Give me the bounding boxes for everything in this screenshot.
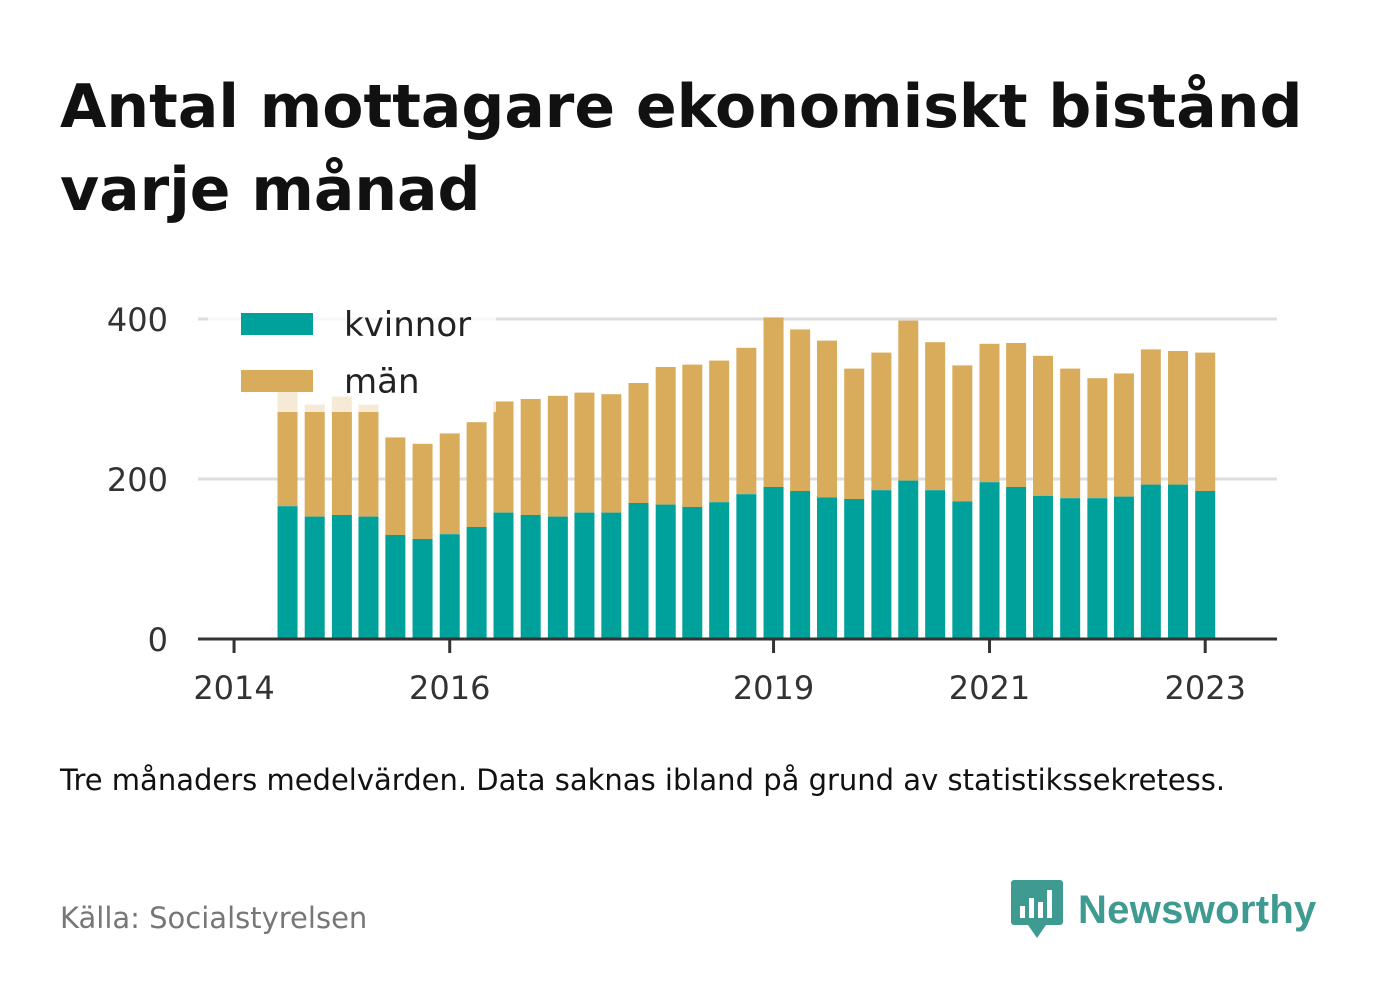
bar-man	[385, 437, 406, 535]
bar-kvinnor	[547, 516, 568, 639]
bar-kvinnor	[709, 502, 730, 639]
bar-kvinnor	[979, 482, 1000, 639]
bar-kvinnor	[331, 515, 352, 639]
bar-man	[547, 395, 568, 517]
bar-man	[682, 364, 703, 507]
bar-man	[817, 340, 838, 498]
bar-man	[952, 365, 973, 502]
bar-man	[304, 404, 325, 517]
bar-kvinnor	[1113, 496, 1134, 639]
bar-kvinnor	[412, 539, 433, 639]
x-tick-label: 2019	[733, 669, 814, 707]
bar-man	[1060, 368, 1081, 499]
bar-man	[1087, 378, 1108, 499]
bar-man	[709, 360, 730, 503]
x-tick-label: 2014	[193, 669, 274, 707]
legend-swatch-kvinnor	[241, 313, 313, 335]
bar-kvinnor	[1060, 498, 1081, 639]
bar-man	[790, 329, 811, 491]
bar-kvinnor	[844, 499, 865, 639]
bar-kvinnor	[520, 515, 541, 639]
bar-man	[1195, 352, 1216, 491]
y-tick-label: 400	[107, 301, 168, 339]
bar-man	[1033, 355, 1053, 496]
bar-kvinnor	[1140, 484, 1161, 639]
bar-kvinnor	[1087, 498, 1108, 639]
bar-kvinnor	[1033, 495, 1053, 639]
bar-man	[655, 367, 676, 505]
bar-man	[439, 433, 460, 535]
bar-kvinnor	[1006, 487, 1027, 639]
bar-kvinnor	[682, 507, 703, 639]
bar-man	[574, 392, 595, 513]
bar-man	[493, 401, 514, 513]
newsworthy-logo: Newsworthy	[1010, 878, 1317, 942]
bar-kvinnor	[628, 503, 649, 639]
bar-man	[844, 368, 865, 499]
bar-kvinnor	[358, 516, 379, 639]
x-tick-label: 2016	[409, 669, 490, 707]
legend: kvinnor män	[208, 300, 496, 412]
bar-kvinnor	[385, 535, 406, 639]
bar-kvinnor	[574, 512, 595, 639]
bar-kvinnor	[1195, 491, 1216, 639]
legend-label-män: män	[344, 362, 420, 402]
chart-note: Tre månaders medelvärden. Data saknas ib…	[60, 763, 1226, 797]
bar-kvinnor	[493, 512, 514, 639]
legend-swatch-män	[241, 370, 313, 392]
bar-kvinnor	[466, 527, 487, 639]
bar-kvinnor	[817, 497, 838, 639]
page-title: Antal mottagare ekonomiskt bistånd varje…	[60, 72, 1303, 225]
x-tick-label: 2023	[1164, 669, 1245, 707]
y-tick-label: 0	[148, 621, 168, 659]
bar-kvinnor	[763, 487, 784, 639]
bar-man	[979, 343, 1000, 483]
bar-man	[628, 383, 649, 503]
source-credit: Källa: Socialstyrelsen	[60, 901, 368, 935]
bar-man	[898, 320, 919, 481]
bar-kvinnor	[1168, 484, 1189, 639]
x-tick-label: 2021	[949, 669, 1030, 707]
bar-man	[601, 394, 622, 513]
bar-man	[736, 347, 757, 495]
bar-kvinnor	[601, 512, 622, 639]
bar-man	[871, 352, 892, 491]
bar-man	[1168, 351, 1189, 485]
bar-kvinnor	[898, 480, 919, 639]
bar-kvinnor	[871, 490, 892, 639]
bar-man	[1006, 343, 1027, 487]
bar-man	[1140, 349, 1161, 485]
x-axis: 2014 2016 2019 2021 2023	[193, 637, 1277, 707]
bar-kvinnor	[304, 516, 325, 639]
bar-man	[763, 317, 784, 487]
brand-name: Newsworthy	[1078, 887, 1317, 932]
newsworthy-chart-icon	[1011, 880, 1063, 938]
bar-kvinnor	[277, 506, 298, 639]
bar-kvinnor	[925, 490, 946, 639]
bar-kvinnor	[655, 504, 676, 639]
bar-man	[358, 404, 379, 517]
bar-kvinnor	[790, 491, 811, 639]
bar-kvinnor	[736, 494, 757, 639]
bar-man	[520, 399, 541, 515]
bar-man	[925, 342, 946, 491]
y-tick-label: 200	[107, 461, 168, 499]
bar-man	[412, 443, 433, 539]
bar-man	[331, 396, 352, 515]
bar-kvinnor	[439, 534, 460, 639]
bars	[277, 317, 1216, 639]
bar-man	[1113, 373, 1134, 497]
bar-man	[466, 422, 487, 527]
bar-kvinnor	[952, 501, 973, 639]
bar-man	[277, 386, 298, 507]
legend-label-kvinnor: kvinnor	[344, 305, 471, 345]
